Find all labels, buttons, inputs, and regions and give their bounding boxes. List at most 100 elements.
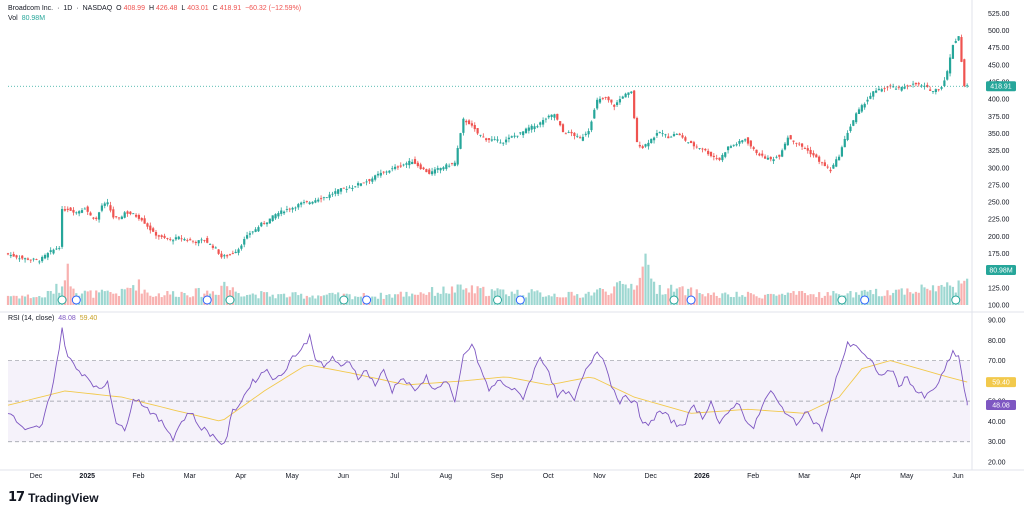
volume-bar <box>874 288 878 305</box>
volume-bar <box>966 278 969 305</box>
volume-bar <box>664 294 667 305</box>
volume-bar <box>482 286 485 305</box>
candle-body <box>300 202 303 205</box>
volume-bar <box>718 297 721 305</box>
volume-bar <box>43 297 47 305</box>
candle-body <box>263 223 266 224</box>
candle-body <box>146 223 149 227</box>
event-marker-letter: D <box>518 298 523 304</box>
candle-body <box>169 239 172 240</box>
candle-body <box>356 183 360 186</box>
candle-body <box>490 139 493 141</box>
volume-bar <box>809 294 812 305</box>
volume-bar <box>897 289 900 305</box>
volume-bar <box>123 289 126 305</box>
volume-bar <box>32 297 35 305</box>
candle-body <box>846 132 849 140</box>
candle-body <box>191 240 195 242</box>
volume-bar <box>459 284 462 305</box>
time-tick-label: Jun <box>952 473 963 480</box>
candle-body <box>763 156 767 159</box>
volume-bar <box>490 289 493 305</box>
candle-body <box>100 205 104 211</box>
candle-body <box>288 208 291 210</box>
volume-label[interactable]: Vol <box>8 15 18 22</box>
candle-body <box>243 239 246 245</box>
volume-bar <box>755 296 758 305</box>
volume-bar <box>650 278 653 305</box>
rsi-label[interactable]: RSI (14, close) <box>8 315 55 322</box>
volume-bars <box>6 253 969 305</box>
candle-body <box>171 240 175 242</box>
volume-bar <box>658 284 661 305</box>
volume-bar <box>157 293 160 305</box>
candle-body <box>109 205 112 211</box>
candle-body <box>402 164 405 166</box>
volume-bar <box>524 297 528 305</box>
volume-bar <box>419 292 422 305</box>
time-tick-label: 2026 <box>694 473 710 480</box>
candle-body <box>391 168 394 170</box>
high-value: 426.48 <box>156 5 178 12</box>
volume-bar <box>835 293 838 305</box>
volume-bar <box>300 293 303 305</box>
candle-body <box>741 140 744 143</box>
dividend-marker <box>362 295 372 305</box>
volume-bar <box>112 293 115 305</box>
candle-body <box>863 103 866 108</box>
candle-body <box>103 203 106 206</box>
volume-bar <box>46 290 49 305</box>
candle-body <box>650 138 653 144</box>
candle-body <box>46 253 49 258</box>
volume-bar <box>254 294 257 305</box>
candle-body <box>428 169 431 174</box>
volume-bar <box>627 288 630 305</box>
volume-bar <box>900 288 903 305</box>
candle-body <box>174 237 178 240</box>
dividend-marker <box>71 295 81 305</box>
volume-bar <box>963 280 966 305</box>
time-tick-label: Jul <box>390 473 399 480</box>
candle-body <box>416 162 419 167</box>
volume-bar <box>951 286 955 305</box>
grid-lines <box>0 0 1024 471</box>
candle-body <box>268 218 271 224</box>
candle-body <box>524 128 528 134</box>
volume-bar <box>95 290 98 305</box>
volume-bar <box>439 293 442 305</box>
candle-body <box>123 212 126 218</box>
price-tick-label: 200.00 <box>988 234 1010 241</box>
price-tick-label: 125.00 <box>988 285 1010 292</box>
close-value: 418.91 <box>219 5 242 12</box>
volume-bar <box>590 295 593 305</box>
candle-body <box>348 187 351 189</box>
price-tick-label: 250.00 <box>988 200 1010 207</box>
candle-body <box>758 153 761 156</box>
candle-body <box>405 163 408 165</box>
time-tick-label: Mar <box>184 473 197 480</box>
candle-body <box>914 82 918 85</box>
volume-bar <box>277 294 280 305</box>
volume-bar <box>695 289 698 305</box>
candle-body <box>203 240 206 241</box>
event-marker-letter: D <box>863 298 868 304</box>
symbol-name[interactable]: Broadcom Inc. <box>8 5 54 12</box>
volume-bar <box>453 292 456 305</box>
volume-bar <box>15 295 18 305</box>
rsi-band <box>8 360 970 443</box>
candle-body <box>35 259 38 260</box>
candle-body <box>507 137 511 140</box>
candle-body <box>52 249 55 254</box>
candle-body <box>906 85 909 87</box>
candle-body <box>721 154 724 161</box>
tradingview-brand[interactable]: 17 TradingView <box>8 490 99 505</box>
candle-body <box>274 214 277 219</box>
interval-label[interactable]: 1D <box>63 5 73 12</box>
candle-body <box>456 148 459 165</box>
volume-bar <box>260 291 263 305</box>
candle-body <box>302 202 306 203</box>
candle-body <box>436 168 439 170</box>
volume-bar <box>778 294 781 305</box>
